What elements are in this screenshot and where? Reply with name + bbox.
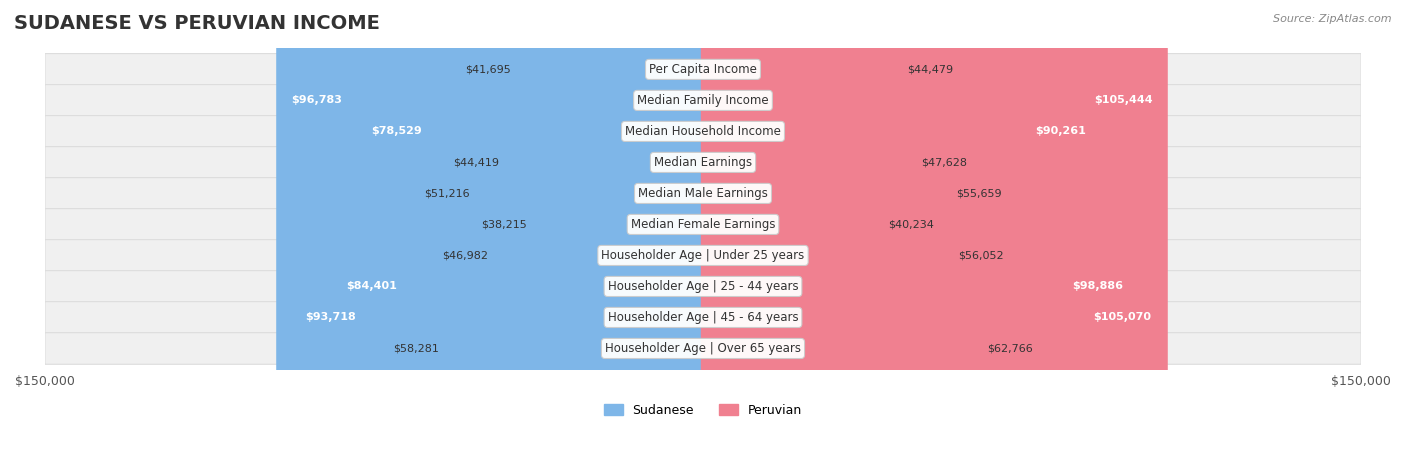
FancyBboxPatch shape: [45, 209, 1361, 240]
Text: Source: ZipAtlas.com: Source: ZipAtlas.com: [1274, 14, 1392, 24]
Legend: Sudanese, Peruvian: Sudanese, Peruvian: [599, 399, 807, 422]
FancyBboxPatch shape: [700, 0, 949, 467]
Text: $93,718: $93,718: [305, 312, 356, 322]
FancyBboxPatch shape: [45, 116, 1361, 147]
Text: $46,982: $46,982: [441, 250, 488, 261]
FancyBboxPatch shape: [45, 240, 1361, 271]
Text: $90,261: $90,261: [1035, 127, 1085, 136]
Text: Householder Age | 25 - 44 years: Householder Age | 25 - 44 years: [607, 280, 799, 293]
FancyBboxPatch shape: [45, 333, 1361, 364]
FancyBboxPatch shape: [700, 0, 1101, 467]
FancyBboxPatch shape: [446, 0, 706, 467]
FancyBboxPatch shape: [477, 0, 706, 467]
FancyBboxPatch shape: [700, 0, 914, 467]
FancyBboxPatch shape: [700, 0, 882, 467]
FancyBboxPatch shape: [356, 0, 706, 467]
Text: $51,216: $51,216: [425, 188, 470, 198]
Text: $38,215: $38,215: [481, 219, 527, 229]
FancyBboxPatch shape: [700, 0, 1139, 467]
Text: $44,479: $44,479: [907, 64, 953, 74]
FancyBboxPatch shape: [517, 0, 706, 467]
Text: Median Family Income: Median Family Income: [637, 94, 769, 107]
FancyBboxPatch shape: [45, 271, 1361, 302]
Text: $84,401: $84,401: [346, 282, 396, 291]
FancyBboxPatch shape: [330, 0, 706, 467]
FancyBboxPatch shape: [45, 54, 1361, 85]
Text: $78,529: $78,529: [371, 127, 422, 136]
Text: $105,444: $105,444: [1094, 95, 1153, 106]
Text: $96,783: $96,783: [291, 95, 343, 106]
FancyBboxPatch shape: [700, 0, 900, 467]
Text: $62,766: $62,766: [987, 343, 1033, 354]
Text: Householder Age | Under 25 years: Householder Age | Under 25 years: [602, 249, 804, 262]
FancyBboxPatch shape: [45, 302, 1361, 333]
FancyBboxPatch shape: [533, 0, 706, 467]
FancyBboxPatch shape: [45, 85, 1361, 116]
Text: $47,628: $47,628: [921, 157, 967, 168]
Text: $105,070: $105,070: [1092, 312, 1150, 322]
FancyBboxPatch shape: [700, 0, 980, 467]
Text: $55,659: $55,659: [956, 188, 1001, 198]
Text: Median Male Earnings: Median Male Earnings: [638, 187, 768, 200]
Text: $58,281: $58,281: [392, 343, 439, 354]
FancyBboxPatch shape: [700, 0, 1168, 467]
Text: Per Capita Income: Per Capita Income: [650, 63, 756, 76]
Text: Median Household Income: Median Household Income: [626, 125, 780, 138]
Text: $40,234: $40,234: [889, 219, 934, 229]
FancyBboxPatch shape: [506, 0, 706, 467]
Text: Median Female Earnings: Median Female Earnings: [631, 218, 775, 231]
Text: $44,419: $44,419: [453, 157, 499, 168]
FancyBboxPatch shape: [495, 0, 706, 467]
Text: Householder Age | 45 - 64 years: Householder Age | 45 - 64 years: [607, 311, 799, 324]
FancyBboxPatch shape: [700, 0, 950, 467]
FancyBboxPatch shape: [700, 0, 1166, 467]
FancyBboxPatch shape: [45, 147, 1361, 178]
Text: Median Earnings: Median Earnings: [654, 156, 752, 169]
FancyBboxPatch shape: [290, 0, 706, 467]
Text: SUDANESE VS PERUVIAN INCOME: SUDANESE VS PERUVIAN INCOME: [14, 14, 380, 33]
Text: $56,052: $56,052: [957, 250, 1004, 261]
FancyBboxPatch shape: [276, 0, 706, 467]
Text: $98,886: $98,886: [1073, 282, 1123, 291]
FancyBboxPatch shape: [45, 177, 1361, 209]
Text: Householder Age | Over 65 years: Householder Age | Over 65 years: [605, 342, 801, 355]
Text: $41,695: $41,695: [465, 64, 512, 74]
